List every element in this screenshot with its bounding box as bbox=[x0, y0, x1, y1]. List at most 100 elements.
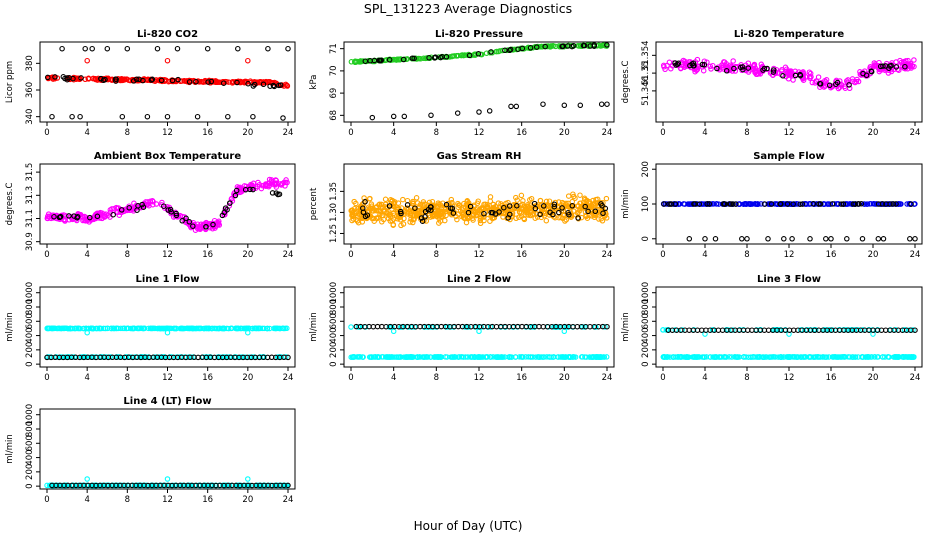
data-point bbox=[164, 57, 171, 64]
data-point bbox=[507, 354, 513, 360]
x-tick-label: 12 bbox=[162, 250, 173, 260]
data-point bbox=[428, 112, 434, 119]
y-tick-label: 51.354 bbox=[641, 40, 651, 70]
data-point bbox=[660, 62, 667, 69]
x-tick-label: 8 bbox=[744, 250, 749, 260]
data-point bbox=[127, 77, 134, 84]
data-point bbox=[49, 113, 55, 120]
data-point bbox=[572, 195, 578, 202]
data-point bbox=[513, 103, 520, 110]
data-point bbox=[745, 65, 752, 71]
data-point bbox=[560, 212, 566, 218]
plot-frame bbox=[655, 41, 923, 123]
data-point bbox=[183, 215, 189, 222]
data-point bbox=[758, 61, 765, 68]
data-point bbox=[362, 213, 369, 220]
x-tick-label: 8 bbox=[125, 250, 130, 260]
series-averages bbox=[51, 186, 283, 230]
data-point bbox=[285, 482, 291, 489]
data-point bbox=[225, 113, 231, 120]
data-point bbox=[272, 182, 278, 188]
y-tick-label: 1000 bbox=[329, 282, 339, 304]
data-point bbox=[714, 65, 720, 72]
data-point bbox=[349, 207, 356, 213]
data-point bbox=[858, 200, 865, 207]
data-point bbox=[417, 354, 423, 360]
data-point bbox=[570, 191, 576, 197]
x-tick-label: 20 bbox=[868, 128, 879, 138]
x-tick-label: 24 bbox=[602, 128, 613, 138]
data-point bbox=[178, 325, 185, 332]
data-point bbox=[841, 354, 848, 360]
data-point bbox=[442, 217, 448, 224]
data-point bbox=[577, 102, 584, 109]
data-point bbox=[859, 236, 866, 242]
data-point bbox=[664, 62, 670, 69]
panel-title: Gas Stream RH bbox=[437, 151, 522, 162]
data-point bbox=[142, 201, 148, 208]
data-point bbox=[377, 57, 383, 64]
data-point bbox=[861, 201, 867, 207]
data-point bbox=[727, 201, 734, 207]
data-point bbox=[676, 201, 682, 207]
data-point bbox=[506, 203, 513, 209]
x-tick-label: 4 bbox=[84, 250, 89, 260]
x-tick-label: 24 bbox=[910, 128, 921, 138]
data-point bbox=[494, 354, 500, 360]
data-point bbox=[817, 354, 823, 360]
data-point bbox=[538, 354, 545, 360]
data-point bbox=[164, 476, 171, 482]
data-point bbox=[799, 201, 806, 207]
data-point bbox=[826, 201, 832, 207]
data-point bbox=[81, 213, 88, 220]
data-point bbox=[815, 74, 822, 80]
data-point bbox=[902, 63, 908, 70]
x-axis: 0 4 8 12 16 20 24 bbox=[44, 367, 293, 383]
data-point bbox=[807, 236, 813, 242]
data-point bbox=[521, 45, 527, 52]
data-point bbox=[694, 201, 700, 207]
series-averages bbox=[353, 323, 610, 330]
data-point bbox=[227, 200, 233, 206]
data-point bbox=[541, 206, 548, 212]
data-point bbox=[203, 224, 209, 230]
y-axis: 30.9 31.1 31.3 31.5 bbox=[25, 163, 40, 251]
data-point bbox=[281, 325, 287, 332]
data-point bbox=[575, 215, 581, 221]
data-point bbox=[219, 212, 226, 219]
data-point bbox=[119, 113, 126, 120]
data-point bbox=[821, 84, 827, 90]
x-tick-label: 12 bbox=[474, 373, 485, 383]
data-point bbox=[271, 83, 278, 90]
data-point bbox=[540, 101, 546, 107]
data-point bbox=[668, 201, 675, 207]
x-axis: 0 4 8 12 16 20 24 bbox=[348, 122, 612, 138]
data-point bbox=[250, 113, 256, 120]
data-point bbox=[398, 222, 404, 229]
data-point bbox=[730, 58, 736, 64]
data-point bbox=[751, 62, 758, 68]
figure-title: SPL_131223 Average Diagnostics bbox=[364, 1, 572, 16]
data-point bbox=[559, 199, 566, 206]
data-point bbox=[362, 199, 368, 205]
data-point bbox=[448, 196, 455, 203]
data-point bbox=[398, 210, 404, 217]
data-point bbox=[243, 183, 249, 190]
data-point bbox=[78, 75, 84, 81]
data-point bbox=[803, 74, 809, 80]
x-tick-label: 16 bbox=[826, 128, 837, 138]
data-point bbox=[428, 354, 434, 360]
data-point bbox=[245, 57, 251, 64]
data-point bbox=[44, 325, 50, 332]
x-tick-label: 8 bbox=[434, 128, 439, 138]
data-point bbox=[770, 69, 777, 75]
data-point bbox=[598, 215, 605, 222]
data-point bbox=[583, 212, 589, 219]
data-point bbox=[213, 78, 220, 85]
points-layer bbox=[44, 476, 291, 489]
data-point bbox=[829, 354, 836, 360]
data-point bbox=[158, 77, 165, 84]
panel-title: Line 4 (LT) Flow bbox=[123, 396, 211, 407]
